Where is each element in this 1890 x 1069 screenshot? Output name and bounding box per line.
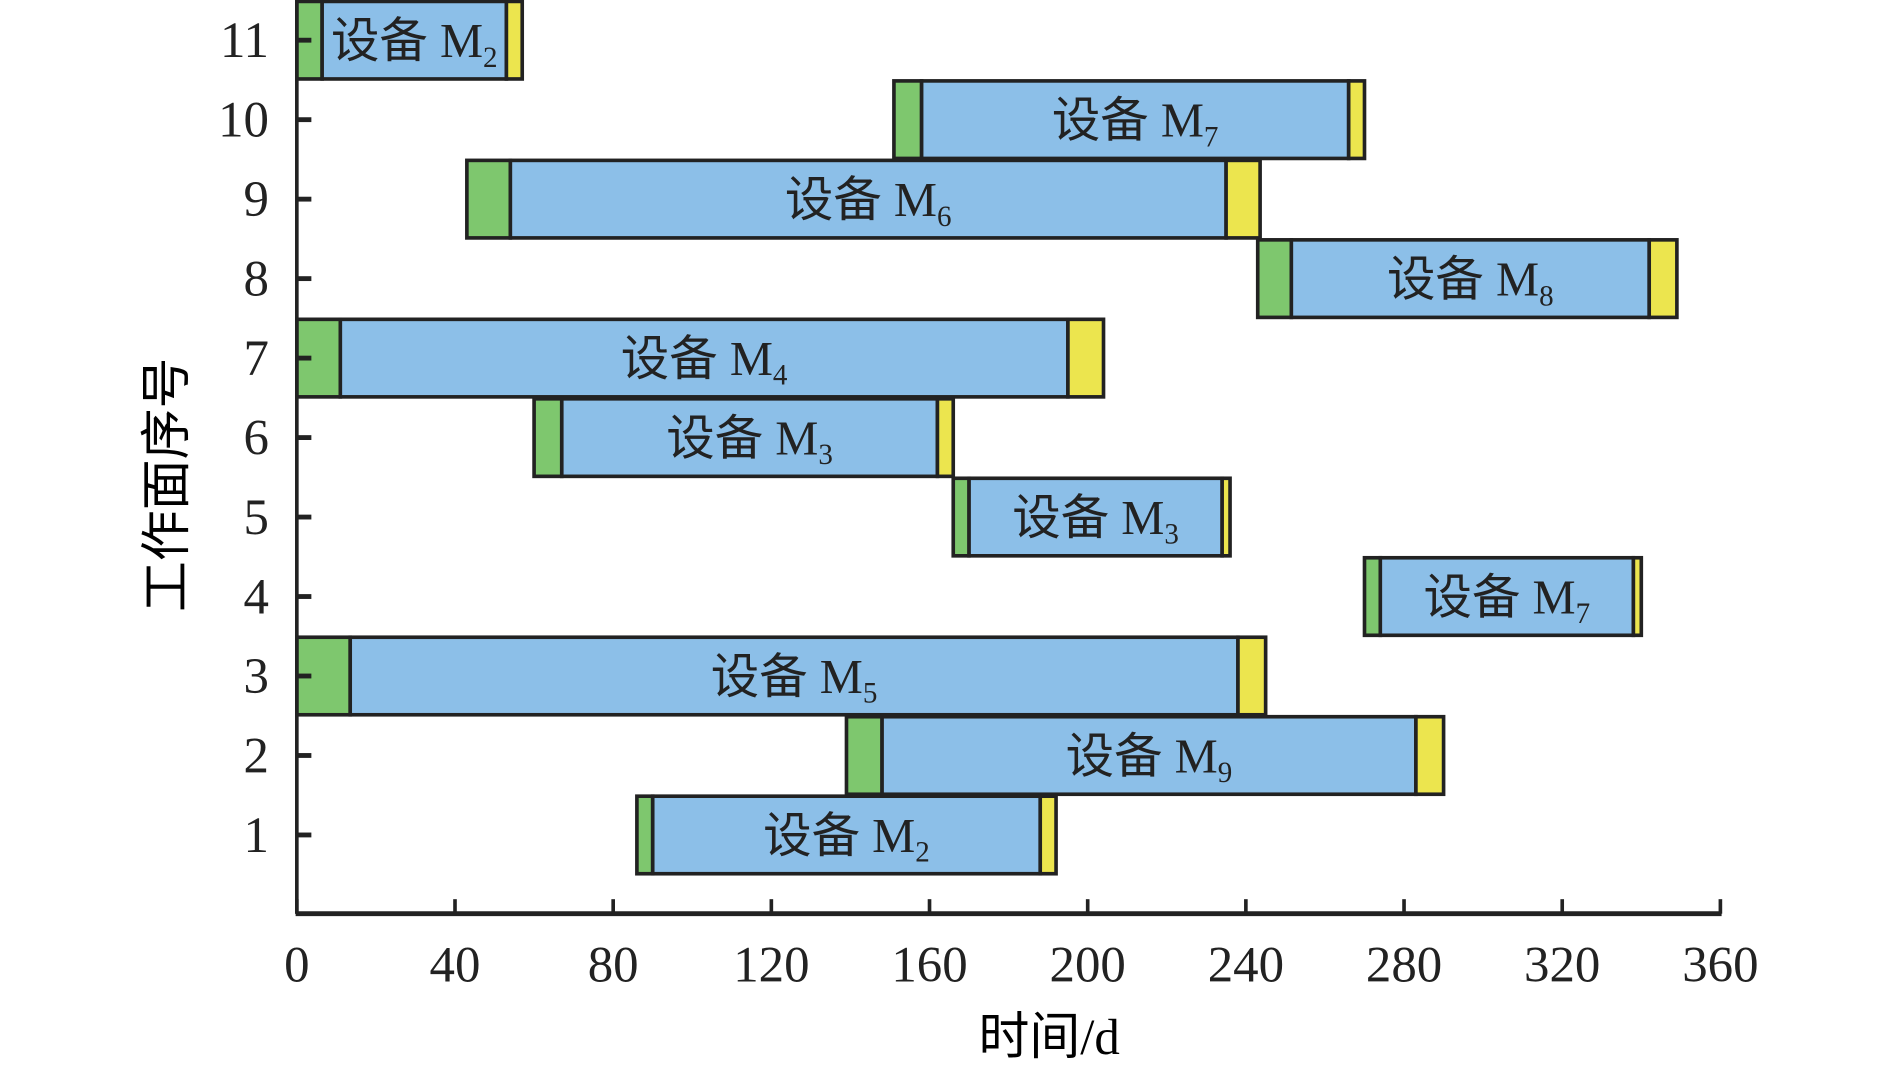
x-tick-label: 280 bbox=[1366, 938, 1442, 994]
task-label-subscript: 6 bbox=[937, 201, 952, 233]
remove-segment bbox=[1346, 79, 1367, 161]
work-segment bbox=[919, 79, 1351, 161]
task-label: 设备 M7 bbox=[1424, 571, 1591, 630]
y-tick-label: 2 bbox=[244, 728, 269, 784]
install-segment bbox=[465, 158, 513, 240]
y-tick-label: 4 bbox=[244, 569, 269, 625]
x-tick-label: 80 bbox=[588, 938, 639, 994]
task-label-subscript: 4 bbox=[773, 360, 788, 392]
y-axis-label: 工作面序号 bbox=[140, 358, 196, 612]
task-bar: 设备 M5 bbox=[295, 635, 1268, 717]
install-segment bbox=[951, 476, 971, 558]
task-bar: 设备 M4 bbox=[295, 317, 1106, 399]
remove-segment bbox=[1647, 238, 1679, 320]
y-tick-label: 10 bbox=[218, 93, 269, 149]
task-label: 设备 M9 bbox=[1066, 730, 1233, 789]
y-tick-label: 1 bbox=[244, 808, 269, 864]
task-label: 设备 M3 bbox=[666, 413, 833, 472]
work-segment bbox=[880, 714, 1418, 797]
x-tick-label: 240 bbox=[1208, 938, 1284, 994]
remove-segment bbox=[504, 0, 525, 81]
task-label: 设备 M2 bbox=[763, 810, 930, 869]
x-tick-label: 40 bbox=[430, 938, 481, 994]
install-segment bbox=[892, 79, 924, 161]
axes-layer: 0 40 80 120 160 200 240 280 320 360 1 2 3 4 5 6 7 8 9 10 11 bbox=[218, 0, 1759, 994]
task-bar: 设备 M3 bbox=[532, 396, 956, 479]
y-tick-label: 3 bbox=[244, 649, 269, 705]
task-label: 设备 M6 bbox=[785, 174, 952, 233]
x-axis-label: 时间/d bbox=[979, 1010, 1120, 1066]
task-label: 设备 M4 bbox=[621, 333, 788, 392]
y-tick-label: 6 bbox=[244, 411, 269, 467]
y-tick-label: 7 bbox=[244, 331, 269, 387]
task-bar: 设备 M2 bbox=[295, 0, 525, 81]
task-bar: 设备 M7 bbox=[892, 79, 1367, 161]
x-tick-label: 200 bbox=[1050, 938, 1126, 994]
remove-segment bbox=[1038, 794, 1058, 876]
task-label-subscript: 2 bbox=[915, 837, 930, 869]
work-segment bbox=[348, 635, 1240, 717]
bars-layer: 设备 M2 设备 M7 设备 M6 设备 M8 设备 M4 设备 M3 设备 M3 设备 M7… bbox=[295, 0, 1679, 876]
task-label: 设备 M3 bbox=[1012, 492, 1179, 551]
task-label-subscript: 7 bbox=[1204, 121, 1219, 153]
x-tick-label: 320 bbox=[1524, 938, 1600, 994]
task-label-subscript: 3 bbox=[1164, 519, 1179, 551]
work-segment bbox=[338, 317, 1070, 399]
x-tick-label: 0 bbox=[284, 938, 309, 994]
work-segment bbox=[650, 794, 1043, 876]
task-bar: 设备 M9 bbox=[844, 714, 1446, 797]
x-tick-label: 160 bbox=[891, 938, 967, 994]
install-segment bbox=[1362, 555, 1383, 638]
task-bar: 设备 M6 bbox=[465, 158, 1262, 240]
task-bar: 设备 M7 bbox=[1362, 555, 1644, 638]
install-segment bbox=[532, 396, 564, 479]
install-segment bbox=[844, 714, 884, 797]
remove-segment bbox=[1631, 555, 1644, 638]
work-segment bbox=[320, 0, 509, 81]
y-tick-label: 9 bbox=[244, 172, 269, 228]
task-label-subscript: 9 bbox=[1218, 757, 1233, 789]
install-segment bbox=[635, 794, 655, 876]
remove-segment bbox=[1236, 635, 1268, 717]
y-tick-label: 11 bbox=[220, 13, 269, 69]
task-label-subscript: 3 bbox=[818, 439, 833, 471]
work-segment bbox=[559, 396, 940, 479]
remove-segment bbox=[1414, 714, 1446, 797]
y-tick-label: 8 bbox=[244, 252, 269, 308]
task-label: 设备 M8 bbox=[1387, 254, 1554, 313]
remove-segment bbox=[1224, 158, 1262, 240]
task-label: 设备 M2 bbox=[331, 15, 498, 74]
task-label-subscript: 2 bbox=[483, 42, 498, 74]
remove-segment bbox=[1066, 317, 1106, 399]
x-tick-label: 120 bbox=[733, 938, 809, 994]
task-label: 设备 M5 bbox=[711, 651, 878, 710]
work-segment bbox=[1289, 238, 1652, 320]
task-bar: 设备 M3 bbox=[951, 476, 1232, 558]
install-segment bbox=[1255, 238, 1294, 320]
remove-segment bbox=[1220, 476, 1232, 558]
work-segment bbox=[967, 476, 1224, 558]
x-tick-label: 360 bbox=[1682, 938, 1758, 994]
task-label-subscript: 7 bbox=[1576, 598, 1591, 630]
task-label-subscript: 8 bbox=[1539, 280, 1554, 312]
task-bar: 设备 M8 bbox=[1255, 238, 1679, 320]
remove-segment bbox=[935, 396, 956, 479]
task-label-subscript: 5 bbox=[863, 678, 878, 710]
y-tick-label: 5 bbox=[244, 490, 269, 546]
task-label: 设备 M7 bbox=[1052, 95, 1219, 154]
work-segment bbox=[1378, 555, 1636, 638]
task-bar: 设备 M2 bbox=[635, 794, 1058, 876]
